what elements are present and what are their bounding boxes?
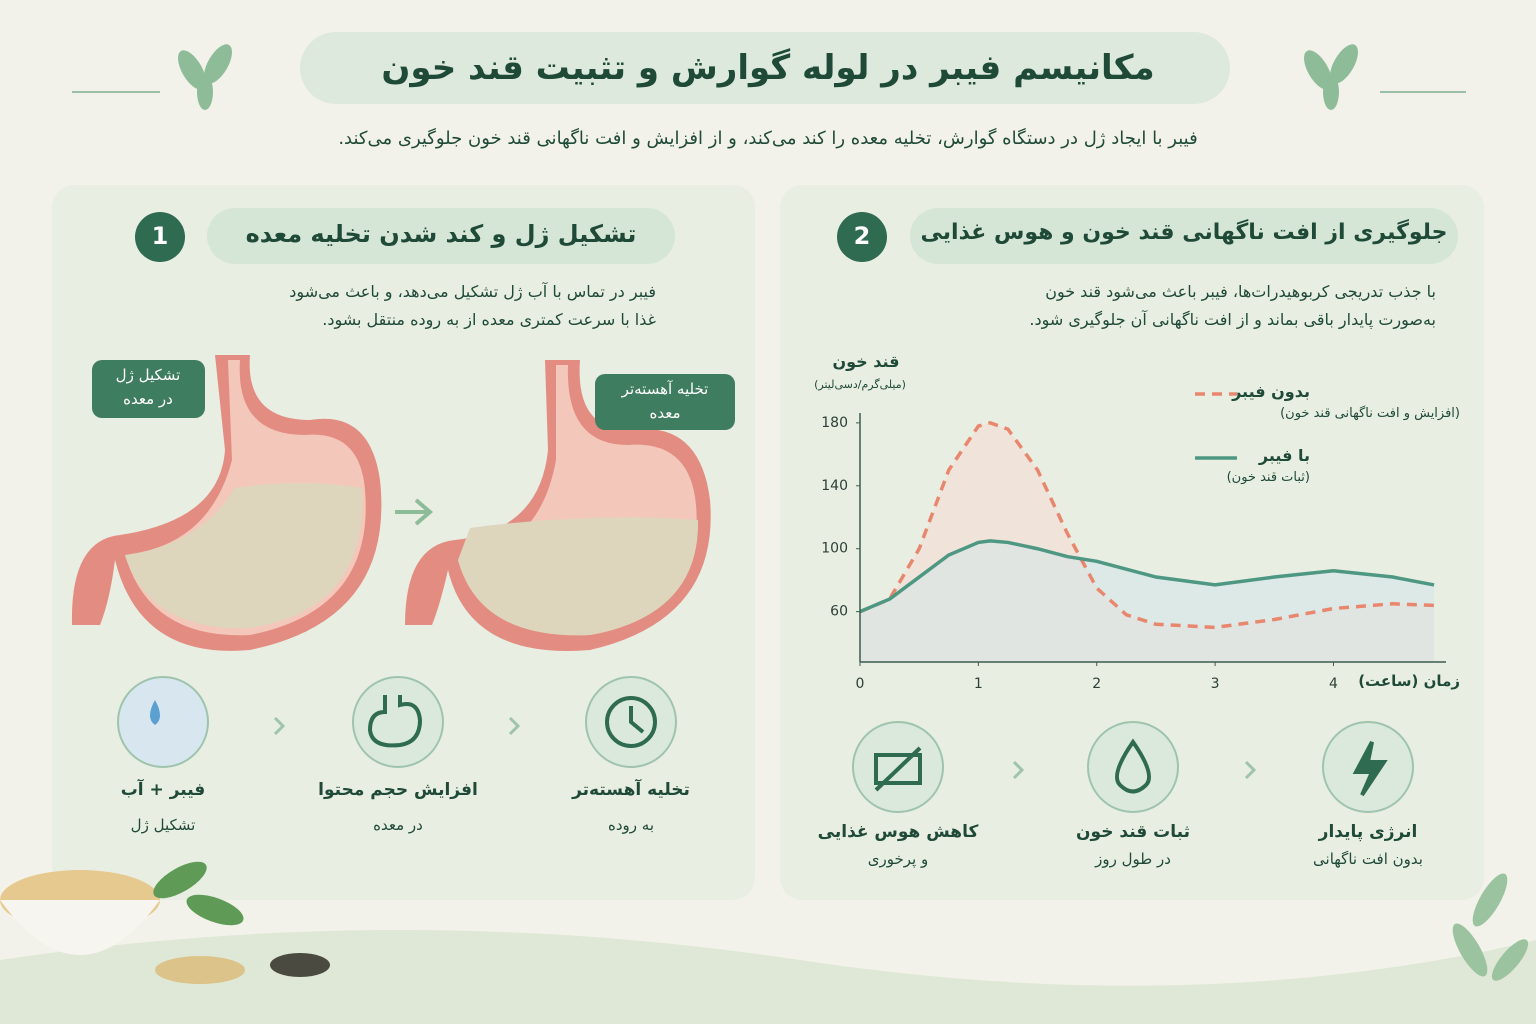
leaf-right [1304, 44, 1358, 110]
step-title: کاهش هوس غذایی [817, 822, 979, 842]
step-subtitle: در معده [373, 816, 423, 834]
y-tick-label: 140 [821, 478, 848, 494]
label-box [595, 374, 735, 430]
panel-number: 2 [853, 222, 871, 250]
ground [0, 930, 1536, 1024]
image-label: معده [649, 404, 681, 422]
page-title: مکانیسم فیبر در لوله گوارش و تثبیت قند خ… [381, 48, 1155, 88]
y-tick-label: 60 [830, 604, 848, 620]
step-subtitle: به روده [607, 816, 655, 834]
step-subtitle: تشکیل ژل [130, 816, 196, 834]
legend-label: با فیبر [1258, 446, 1310, 465]
panel-title: تشکیل ژل و کند شدن تخلیه معده [245, 220, 637, 248]
chart: 60 100 140 180 0 1 2 3 4 [821, 392, 1446, 692]
title-banner [300, 32, 1230, 104]
step-subtitle: در طول روز [1095, 850, 1171, 868]
y-tick-label: 100 [821, 541, 848, 557]
panel-title-bg [910, 208, 1458, 264]
plant-right [1452, 873, 1529, 981]
y-axis-unit: (میلی‌گرم/دسی‌لیتر) [814, 378, 906, 391]
legend-note: (افزایش و افت ناگهانی قند خون) [1280, 406, 1460, 421]
x-tick-label: 4 [1329, 676, 1338, 692]
line [859, 539, 1435, 614]
panel-text: با جذب تدریجی کربوهیدرات‌ها، فیبر باعث م… [1045, 282, 1436, 301]
leaf-left [178, 44, 232, 110]
panel-title: جلوگیری از افت ناگهانی قند خون و هوس غذا… [920, 220, 1448, 245]
legend-label: بدون فیبر [1232, 382, 1310, 401]
label-box [92, 360, 205, 418]
stomach [71, 355, 382, 651]
step-subtitle: بدون افت ناگهانی [1313, 850, 1423, 868]
line [859, 421, 1435, 630]
panel-number: 1 [151, 222, 169, 250]
stomach [405, 360, 711, 651]
oat-bowl [0, 861, 330, 984]
arrow [395, 498, 434, 526]
step-subtitle: و پرخوری [867, 850, 929, 868]
panel-title-bg [207, 208, 675, 264]
subtitle: فیبر با ایجاد ژل در دستگاه گوارش، تخلیه … [338, 128, 1198, 149]
panel-right [780, 185, 1484, 900]
step-title: ثبات قند خون [1076, 822, 1190, 842]
step-title: انرژی پایدار [1318, 822, 1418, 842]
number-badge [837, 212, 887, 262]
panel-text: به‌صورت پایدار باقی بماند و از افت ناگها… [1029, 310, 1436, 329]
x-tick-label: 3 [1211, 676, 1220, 692]
area [860, 540, 1435, 662]
x-tick-label: 0 [856, 676, 865, 692]
icon-glyphs [150, 695, 1388, 797]
image-label: در معده [123, 390, 173, 408]
chevrons [273, 716, 1257, 780]
number-badge [135, 212, 185, 262]
step-title: تخلیه آهسته‌تر [572, 780, 690, 800]
panel-text: فیبر در تماس با آب ژل تشکیل می‌دهد، و با… [289, 282, 656, 301]
step-title: فیبر + آب [120, 780, 206, 800]
x-axis-title: زمان (ساعت) [1358, 672, 1460, 690]
y-tick-label: 180 [821, 415, 848, 431]
image-label: تخلیه آهسته‌تر [621, 380, 709, 398]
panel-text: غذا با سرعت کمتری معده از به روده منتقل … [322, 310, 656, 329]
x-tick-label: 2 [1092, 676, 1101, 692]
y-axis-title: قند خون [832, 352, 900, 371]
step-title: افزایش حجم محتوا [318, 780, 478, 800]
image-label: تشکیل ژل [115, 366, 181, 384]
x-tick-label: 1 [974, 676, 983, 692]
legend-note: (ثبات قند خون) [1226, 470, 1310, 485]
